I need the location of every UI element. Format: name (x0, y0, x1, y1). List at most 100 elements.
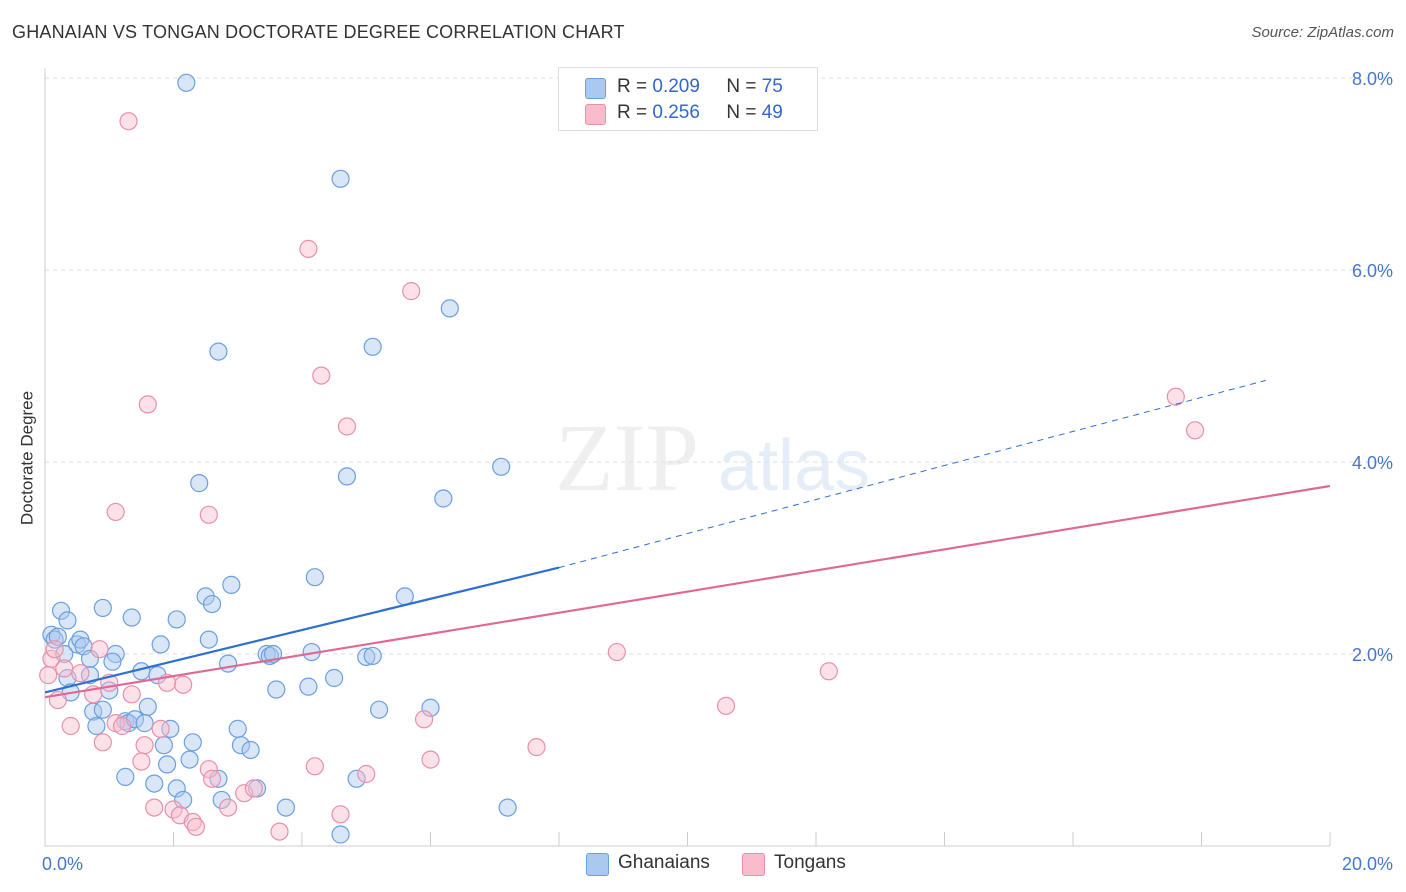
ghanaians-point (68, 635, 87, 654)
tongans-point (202, 769, 222, 788)
ghanaians-point (42, 625, 61, 644)
ghanaians-point (80, 649, 100, 668)
y-tick-label: 8.0% (1352, 69, 1393, 89)
tongans-point (1166, 387, 1185, 406)
tongans-point (55, 659, 74, 678)
ghanaians-point (190, 474, 209, 493)
legend-n-label: N = (726, 102, 757, 123)
watermark-atlas: atlas (718, 426, 870, 506)
legend-r-label: R = (617, 76, 648, 97)
legend-r-label: R = (617, 102, 648, 123)
tongans-point (119, 112, 138, 131)
tongans-point (61, 716, 80, 736)
tongans-point (135, 736, 154, 755)
bottom-legend-swatch-tongans (742, 853, 765, 876)
tongans-point (71, 664, 90, 683)
tongans-point (199, 760, 218, 779)
ghanaians-point (492, 457, 511, 476)
ghanaians-point (174, 790, 193, 810)
tongans-point (151, 719, 170, 738)
ghanaians-point (241, 740, 260, 760)
ghanaians-point (93, 700, 112, 719)
ghanaians-point (180, 750, 199, 769)
tongans-point (93, 733, 112, 752)
tongans-point (90, 640, 109, 659)
tongans-point (337, 417, 357, 436)
bottom-legend-label-tongans: Tongans (774, 852, 846, 873)
tongans-point (1185, 421, 1205, 440)
ghanaians-point (276, 798, 296, 817)
ghanaians-point (51, 601, 71, 620)
tongans-point (527, 738, 546, 757)
ghanaians-point (103, 652, 122, 671)
legend-n-label: N = (726, 76, 757, 97)
ghanaians-point (122, 608, 141, 627)
tongans-point (112, 716, 132, 736)
ghanaians-point (267, 680, 286, 699)
tongans-point (199, 505, 218, 524)
ghanaians-point (167, 779, 186, 798)
tongans-point (607, 642, 626, 662)
tongans-point (299, 239, 318, 258)
legend-r-value: 0.256 (652, 102, 700, 123)
ghanaians-point (395, 587, 414, 606)
ghanaians-trend-line (44, 566, 560, 694)
ghanaians-point (222, 575, 241, 594)
ghanaians-point (199, 630, 218, 649)
tongans-series (39, 112, 1205, 841)
tongans-point (183, 812, 202, 832)
ghanaians-point (231, 736, 251, 755)
y-tick-label: 2.0% (1352, 645, 1393, 665)
ghanaians-point (357, 647, 376, 666)
tongans-point (122, 685, 141, 704)
ghanaians-point (228, 719, 247, 738)
ghanaians-point (151, 635, 170, 654)
ghanaians-point (87, 716, 106, 736)
axis-layer (44, 68, 1331, 847)
tongans-point (39, 666, 58, 685)
y-tick-label: 4.0% (1352, 453, 1393, 473)
tongans-point (270, 822, 289, 841)
tongans-point (357, 764, 376, 784)
legend-n-value: 49 (761, 102, 783, 123)
ghanaians-point (58, 611, 77, 630)
tongans-point (244, 779, 263, 798)
tongans-point (186, 817, 206, 836)
tongans-point (819, 662, 838, 681)
ghanaians-point (157, 755, 177, 774)
ghanaians-point (370, 700, 389, 719)
source-label: Source: ZipAtlas.com (1251, 24, 1394, 41)
legend-n-value: 75 (761, 76, 783, 97)
ghanaians-point (331, 169, 350, 188)
ghanaians-point (116, 767, 135, 786)
ghanaians-point (421, 698, 440, 717)
legend-r-value: 0.209 (652, 76, 700, 97)
chart-title: GHANAIAN VS TONGAN DOCTORATE DEGREE CORR… (12, 22, 625, 42)
tongans-point (132, 752, 151, 771)
tongans-point (235, 784, 254, 803)
ghanaians-point (305, 568, 324, 587)
ghanaians-point (498, 798, 517, 817)
ghanaians-point (145, 774, 164, 793)
ghanaians-point (347, 769, 366, 788)
ghanaians-point (167, 610, 186, 629)
ghanaians-point (135, 714, 154, 733)
ghanaians-point (363, 337, 382, 356)
ghanaians-point (154, 736, 173, 755)
tongans-point (305, 757, 324, 776)
y-tick-label: 6.0% (1352, 261, 1393, 281)
tongans-point (106, 502, 125, 522)
ghanaians-point (299, 677, 318, 696)
bottom-legend-label-ghanaians: Ghanaians (618, 852, 710, 873)
ghanaians-point (177, 73, 196, 92)
tongans-point (331, 805, 350, 824)
ghanaians-point (209, 769, 228, 788)
x-tick-label: 0.0% (42, 854, 83, 874)
x-tick-label: 20.0% (1342, 854, 1393, 874)
ghanaians-point (138, 697, 157, 716)
ghanaians-point (337, 467, 357, 486)
ghanaians-point (434, 489, 453, 508)
watermark-zip: ZIP (555, 404, 699, 511)
grid-layer (45, 77, 1392, 655)
